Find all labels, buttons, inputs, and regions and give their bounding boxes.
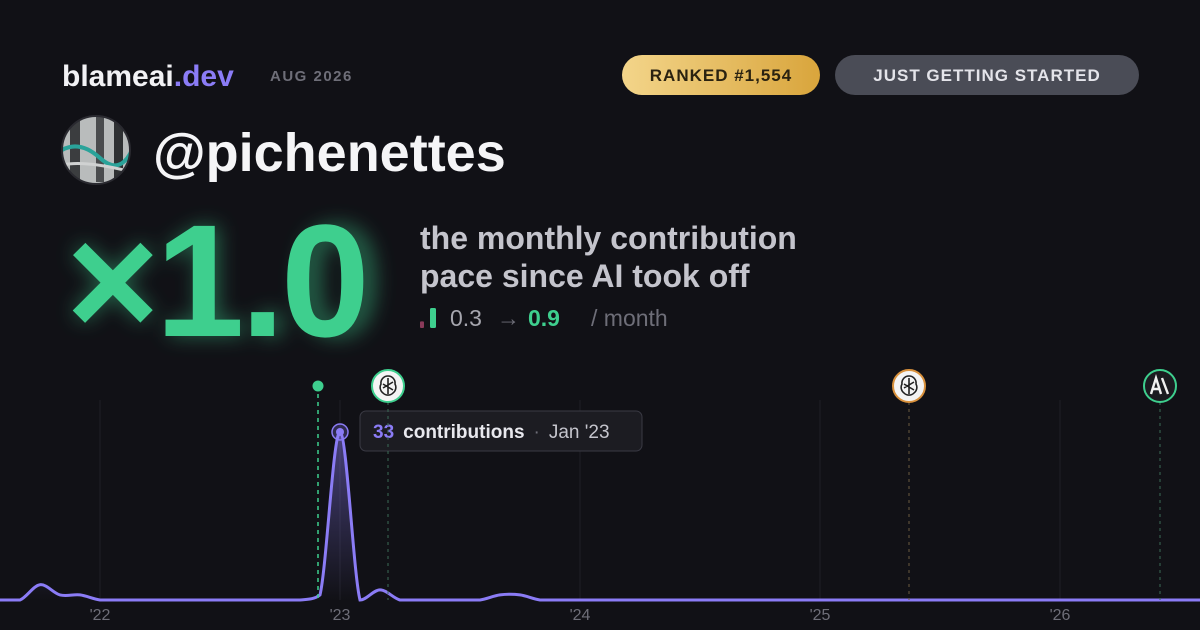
tooltip-date: Jan '23 — [549, 422, 610, 443]
brand: blameai.dev — [62, 60, 234, 93]
x-tick-label: '25 — [810, 607, 831, 624]
event-dot — [312, 380, 324, 392]
x-tick-label: '26 — [1050, 607, 1071, 624]
x-tick-label: '22 — [90, 607, 111, 624]
tooltip-text: 33 contributions · Jan '23 — [373, 422, 610, 443]
pace-after: 0.9 — [528, 305, 560, 331]
tooltip-value: 33 — [373, 422, 394, 443]
multiplier-glow: ×1.0 — [66, 191, 382, 370]
openai-glyph — [379, 375, 397, 396]
anthropic-icon — [1143, 369, 1177, 403]
pace-before: 0.3 — [450, 305, 482, 331]
caption: pace since AI took off — [420, 258, 750, 294]
pace-bar — [430, 308, 436, 328]
brand-name: blameai — [62, 60, 174, 93]
avatar — [62, 116, 130, 184]
caption: the monthly contribution — [420, 220, 797, 256]
anthropic-glyph — [1149, 373, 1170, 395]
x-tick-label: '23 — [330, 607, 351, 624]
rank-pill — [622, 55, 820, 95]
pace-bar — [420, 321, 424, 328]
status-pill — [835, 55, 1139, 95]
tooltip — [359, 410, 643, 452]
arrow: → — [497, 305, 520, 331]
x-tick-label: '24 — [570, 607, 591, 624]
line — [0, 430, 1200, 602]
rank: RANKED #1,554 — [650, 66, 792, 85]
tooltip-sep: · — [534, 422, 540, 443]
status: JUST GETTING STARTED — [873, 66, 1100, 85]
peak-dot — [336, 428, 344, 436]
unit: / month — [591, 305, 668, 331]
events — [312, 369, 1177, 600]
multiplier: ×1.0 — [66, 191, 366, 370]
avatar-ring — [61, 115, 131, 185]
handle: @pichenettes — [153, 123, 506, 183]
openai-glyph — [900, 375, 918, 396]
tooltip-label: contributions — [403, 422, 524, 443]
brand-tld: .dev — [174, 60, 234, 93]
date: AUG 2026 — [270, 68, 353, 85]
